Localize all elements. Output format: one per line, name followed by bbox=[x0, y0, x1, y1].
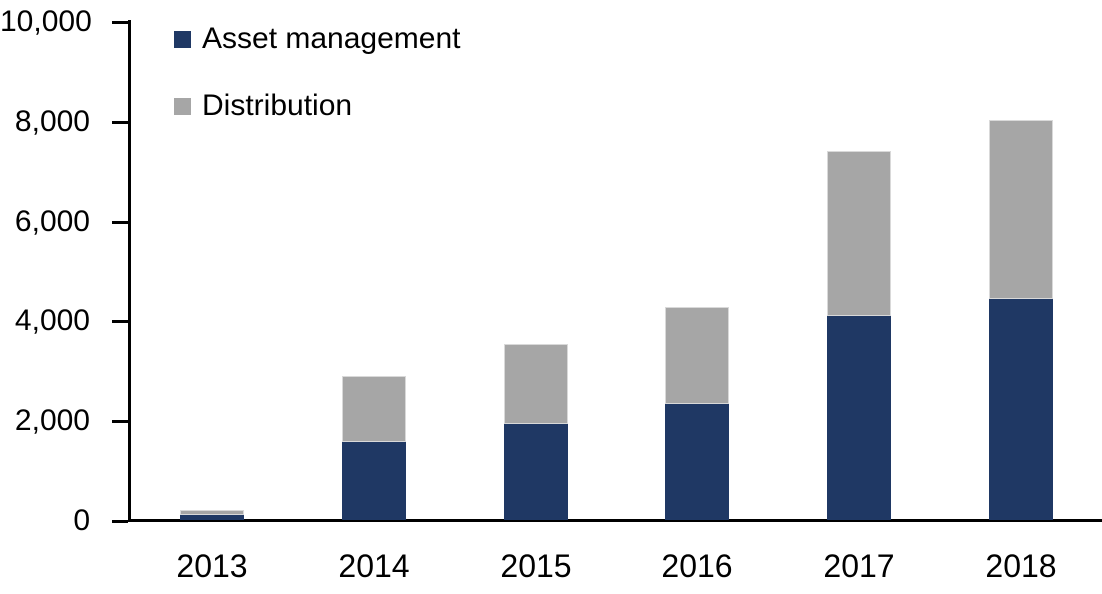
bar-segment-2016-asset-management bbox=[665, 404, 729, 520]
x-tick-label: 2018 bbox=[985, 548, 1057, 584]
y-tick-mark bbox=[112, 320, 128, 324]
y-tick-mark bbox=[112, 420, 128, 424]
legend-swatch-icon bbox=[174, 30, 191, 48]
x-tick-label: 2013 bbox=[176, 548, 248, 584]
y-axis-line bbox=[128, 20, 131, 522]
bar-segment-2014-asset-management bbox=[342, 442, 406, 520]
y-tick-label: 2,000 bbox=[14, 404, 90, 438]
bar-segment-2017-distribution bbox=[827, 151, 891, 316]
x-tick-label: 2015 bbox=[500, 548, 572, 584]
legend-label: Asset management bbox=[202, 22, 461, 55]
y-tick-mark bbox=[112, 220, 128, 224]
x-tick-label: 2014 bbox=[338, 548, 410, 584]
bar-segment-2015-asset-management bbox=[504, 424, 568, 520]
x-axis-line bbox=[128, 519, 1102, 522]
y-tick-label: 0 bbox=[73, 504, 90, 537]
y-tick-label: 4,000 bbox=[14, 304, 90, 338]
bar-segment-2017-asset-management bbox=[827, 316, 891, 520]
legend-item-asset-management: Asset management bbox=[174, 21, 460, 57]
bar-segment-2013-asset-management bbox=[180, 515, 244, 520]
bar-segment-2013-distribution bbox=[180, 510, 244, 515]
bar-segment-2018-asset-management bbox=[989, 299, 1053, 520]
y-tick-label: 8,000 bbox=[14, 104, 90, 138]
legend-item-distribution: Distribution bbox=[174, 88, 352, 124]
bar-segment-2014-distribution bbox=[342, 376, 406, 442]
y-tick-mark bbox=[112, 21, 128, 24]
x-tick-label: 2017 bbox=[823, 548, 895, 584]
y-tick-mark bbox=[112, 520, 128, 523]
bar-segment-2015-distribution bbox=[504, 344, 568, 424]
y-tick-mark bbox=[112, 120, 128, 124]
bar-segment-2018-distribution bbox=[989, 120, 1053, 299]
legend-swatch-icon bbox=[174, 97, 191, 115]
legend-label: Distribution bbox=[202, 89, 353, 122]
y-tick-label: 6,000 bbox=[14, 204, 90, 238]
bar-segment-2016-distribution bbox=[665, 307, 729, 404]
x-tick-label: 2016 bbox=[661, 548, 733, 584]
y-tick-label: 10,000 bbox=[0, 5, 92, 38]
